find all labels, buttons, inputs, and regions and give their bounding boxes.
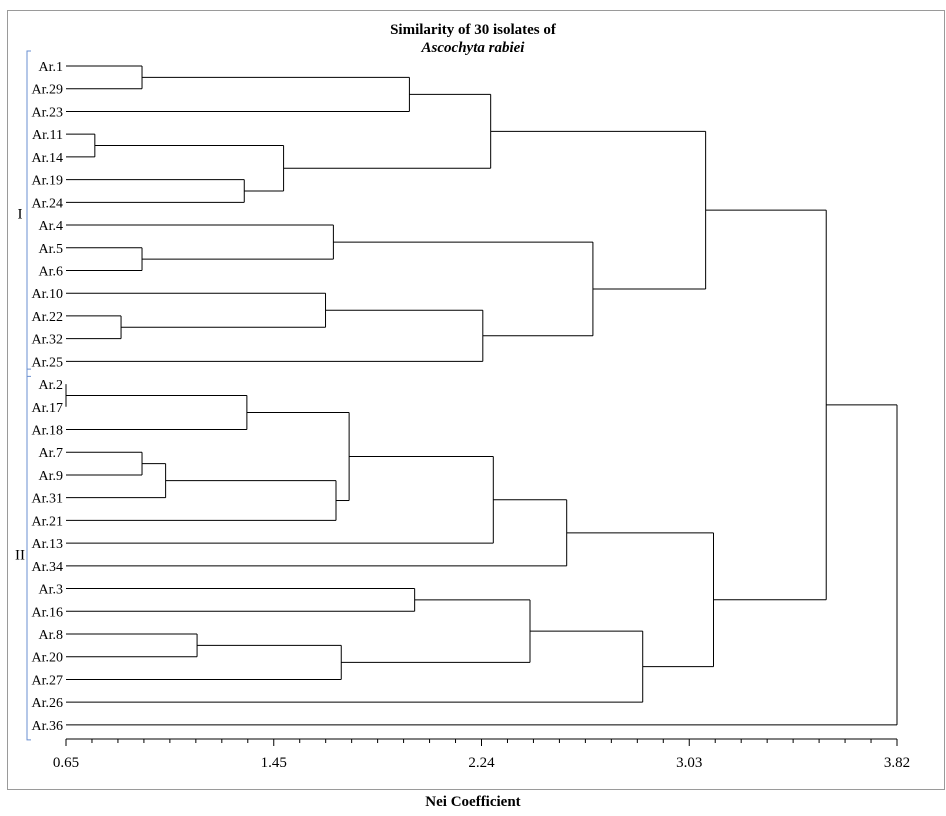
chart-subtitle: Ascochyta rabiei — [421, 40, 525, 56]
leaf-label: Ar.26 — [32, 696, 64, 711]
chart-title: Similarity of 30 isolates of — [390, 22, 556, 38]
leaf-label: Ar.16 — [32, 605, 64, 620]
leaf-label: Ar.19 — [32, 174, 64, 189]
chart-frame — [7, 10, 945, 790]
x-tick-label: 3.03 — [676, 755, 702, 771]
x-tick-label: 1.45 — [261, 755, 287, 771]
leaf-label: Ar.36 — [32, 719, 64, 734]
group-bracket — [26, 368, 31, 741]
leaf-label: Ar.29 — [32, 83, 64, 98]
group-bracket — [26, 50, 31, 377]
leaf-label: Ar.22 — [32, 310, 64, 325]
x-axis-label: Nei Coefficient — [425, 794, 521, 810]
x-tick-label: 3.82 — [884, 755, 910, 771]
leaf-label: Ar.9 — [39, 469, 64, 484]
leaf-label: Ar.11 — [32, 128, 63, 143]
leaf-label: Ar.21 — [32, 514, 64, 529]
leaf-label: Ar.6 — [39, 264, 64, 279]
leaf-label: Ar.32 — [32, 333, 64, 348]
leaf-label: Ar.2 — [39, 378, 64, 393]
leaf-label: Ar.24 — [32, 196, 64, 211]
leaf-label: Ar.7 — [39, 446, 64, 461]
x-tick-label: 2.24 — [468, 755, 495, 771]
leaf-label: Ar.31 — [32, 492, 64, 507]
leaf-label: Ar.10 — [32, 287, 64, 302]
leaf-label: Ar.5 — [39, 242, 64, 257]
leaf-label: Ar.8 — [39, 628, 64, 643]
leaf-label: Ar.17 — [32, 401, 64, 416]
x-tick-label: 0.65 — [53, 755, 79, 771]
leaf-label: Ar.20 — [32, 651, 64, 666]
leaf-label: Ar.23 — [32, 105, 64, 120]
leaf-label: Ar.13 — [32, 537, 64, 552]
leaf-label: Ar.14 — [32, 151, 64, 166]
group-label: I — [18, 207, 23, 223]
leaf-label: Ar.3 — [39, 583, 64, 598]
leaf-label: Ar.18 — [32, 424, 64, 439]
leaf-label: Ar.4 — [39, 219, 64, 234]
leaf-label: Ar.27 — [32, 673, 64, 688]
leaf-label: Ar.1 — [39, 60, 64, 75]
leaf-label: Ar.34 — [32, 560, 64, 575]
leaf-label: Ar.25 — [32, 355, 64, 370]
group-label: II — [15, 547, 25, 563]
